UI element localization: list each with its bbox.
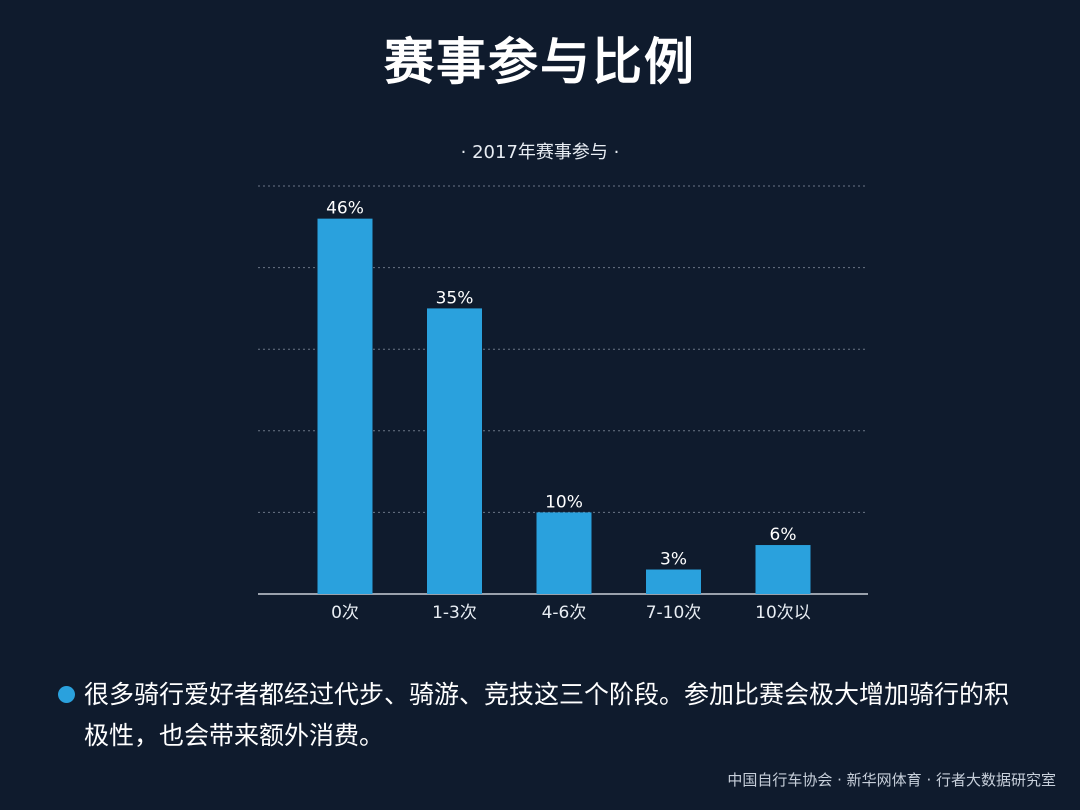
x-tick-label: 10次以 — [755, 603, 811, 623]
x-tick-label: 0次 — [331, 603, 359, 623]
source-credit: 中国自行车协会 · 新华网体育 · 行者大数据研究室 — [727, 771, 1056, 789]
x-tick-label: 1-3次 — [432, 603, 477, 623]
x-tick-label: 7-10次 — [646, 603, 702, 623]
bar — [427, 308, 482, 594]
data-label: 46% — [326, 199, 364, 219]
data-label: 6% — [770, 525, 797, 545]
note: 很多骑行爱好者都经过代步、骑游、竞技这三个阶段。参加比赛会极大增加骑行的积极性，… — [58, 674, 1018, 756]
page-title: 赛事参与比例 — [384, 33, 696, 91]
chart-title: · 2017年赛事参与 · — [460, 142, 620, 163]
data-label: 3% — [660, 550, 687, 570]
bar — [646, 569, 701, 594]
data-label: 35% — [436, 288, 474, 308]
note-text: 很多骑行爱好者都经过代步、骑游、竞技这三个阶段。参加比赛会极大增加骑行的积极性，… — [84, 680, 1010, 750]
bullet-icon — [58, 686, 75, 703]
bar — [317, 218, 373, 594]
bar — [536, 512, 592, 594]
x-tick-label: 4-6次 — [542, 603, 587, 623]
data-label: 10% — [545, 492, 583, 512]
bar — [755, 545, 811, 594]
